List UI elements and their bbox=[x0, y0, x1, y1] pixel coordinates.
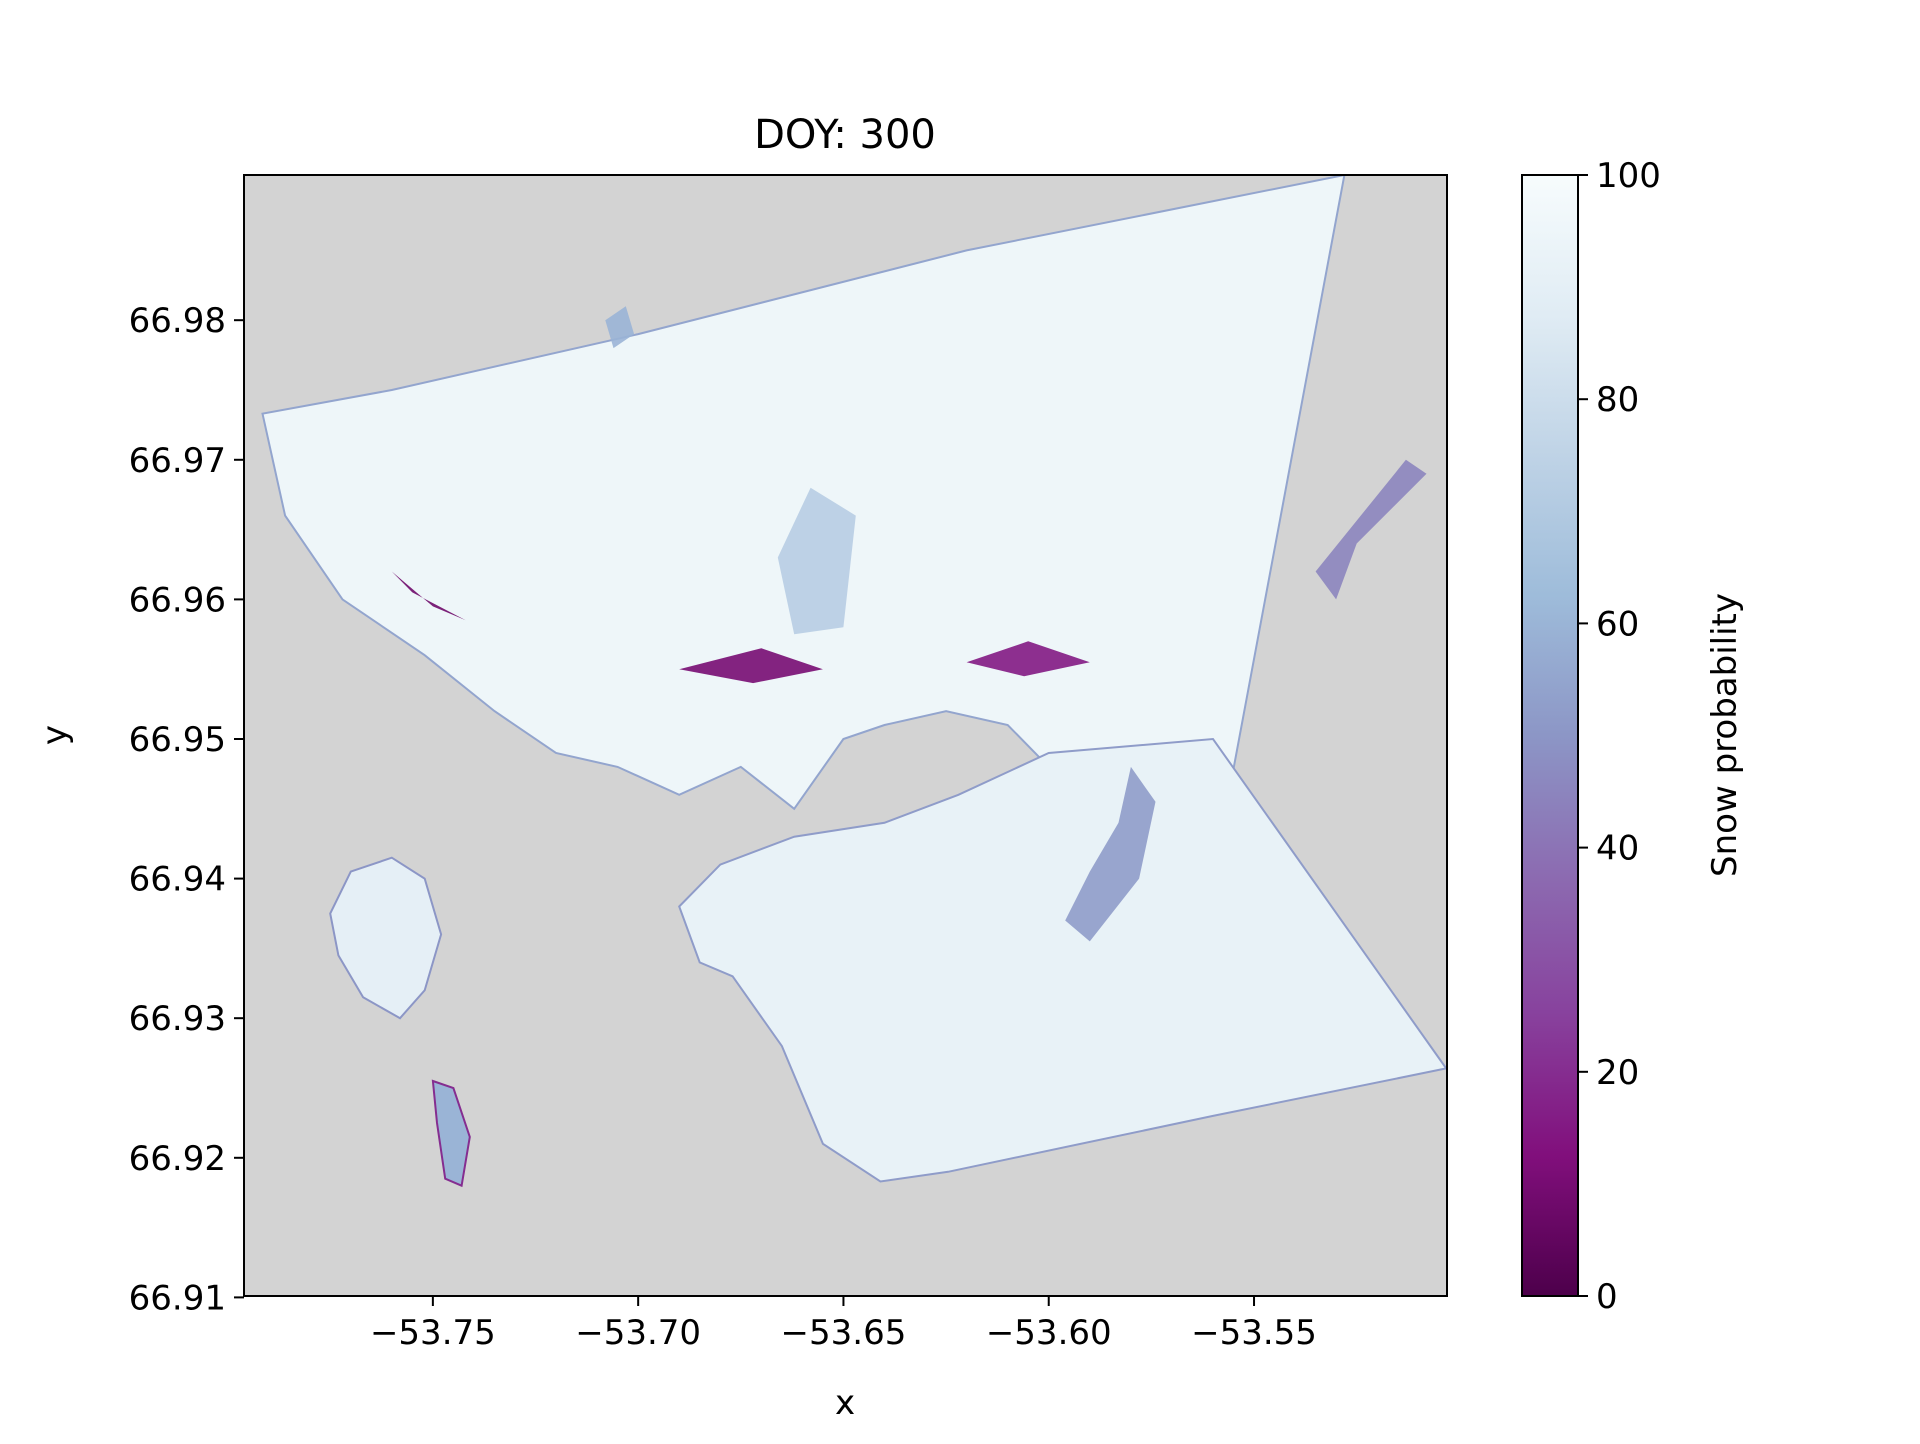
colorbar-tick-label: 0 bbox=[1596, 1277, 1618, 1317]
patch-ridge-east bbox=[966, 641, 1090, 677]
land-region-southern-peninsula bbox=[678, 737, 1447, 1183]
land-region-southwest-islet bbox=[431, 1079, 471, 1188]
colorbar: 0 20 40 60 80 100 Snow probability bbox=[1521, 156, 1745, 1317]
x-tick-label: −53.55 bbox=[1191, 1313, 1317, 1353]
y-tick-label: 66.93 bbox=[129, 999, 226, 1039]
patch-northern-lake bbox=[605, 306, 635, 349]
colorbar-ticks: 0 20 40 60 80 100 bbox=[1578, 156, 1661, 1317]
y-tick-label: 66.97 bbox=[129, 441, 226, 481]
plot-frame bbox=[243, 174, 1448, 1297]
y-tick-label: 66.94 bbox=[129, 860, 226, 900]
colorbar-tick-label: 20 bbox=[1596, 1053, 1639, 1093]
colorbar-label: Snow probability bbox=[1705, 593, 1745, 877]
colorbar-tick-label: 40 bbox=[1596, 829, 1639, 869]
y-tick-label: 66.98 bbox=[129, 301, 226, 341]
chart-title: DOY: 300 bbox=[754, 112, 936, 158]
y-tick-label: 66.96 bbox=[129, 580, 226, 620]
patch-layer bbox=[391, 306, 1427, 942]
x-tick-label: −53.70 bbox=[575, 1313, 701, 1353]
x-axis: −53.75 −53.70 −53.65 −53.60 −53.55 bbox=[370, 1296, 1317, 1353]
patch-slope-east bbox=[1315, 459, 1427, 600]
colorbar-tick-label: 80 bbox=[1596, 380, 1639, 420]
y-tick-label: 66.92 bbox=[129, 1139, 226, 1179]
y-axis-label: y bbox=[35, 725, 75, 745]
plot-area bbox=[244, 175, 1447, 1296]
patch-inland-lake bbox=[1065, 766, 1156, 942]
colorbar-gradient bbox=[1521, 174, 1579, 1297]
x-tick-label: −53.65 bbox=[781, 1313, 907, 1353]
y-tick-label: 66.91 bbox=[129, 1278, 226, 1318]
patch-ridge-central bbox=[679, 648, 823, 684]
x-axis-label: x bbox=[835, 1383, 855, 1423]
y-tick-label: 66.95 bbox=[129, 720, 226, 760]
patch-central-snowfield bbox=[777, 487, 856, 635]
y-axis: 66.91 66.92 66.93 66.94 66.95 66.96 66.97 66.98 bbox=[129, 301, 244, 1318]
x-tick-label: −53.75 bbox=[370, 1313, 496, 1353]
x-tick-label: −53.60 bbox=[986, 1313, 1112, 1353]
land-region-west-island bbox=[329, 856, 443, 1020]
colorbar-tick-label: 60 bbox=[1596, 604, 1639, 644]
colorbar-tick-label: 100 bbox=[1596, 156, 1661, 196]
